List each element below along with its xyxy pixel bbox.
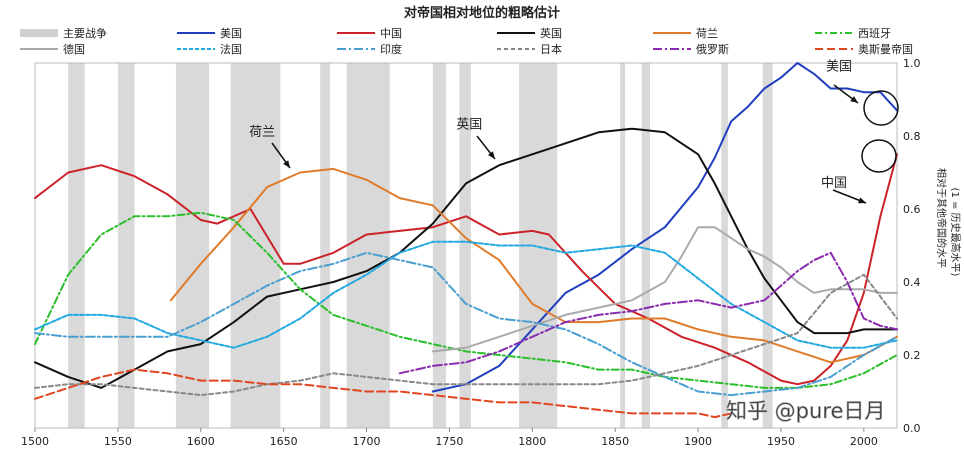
legend-label: 中国	[380, 27, 402, 40]
series-line	[34, 211, 898, 389]
y-tick-label: 0.6	[903, 203, 921, 216]
highlight-circle	[863, 90, 899, 126]
legend-label: 美国	[220, 27, 242, 40]
war-band	[432, 63, 447, 428]
plot-frame	[34, 62, 898, 429]
legend-label: 英国	[540, 26, 562, 40]
y-axis-label: 相对于其他帝国的水平	[935, 168, 948, 268]
x-tick-label: 1750	[435, 435, 463, 448]
legend-label: 俄罗斯	[696, 43, 729, 56]
x-tick-label: 1900	[684, 435, 712, 448]
war-band	[175, 63, 210, 428]
legend-swatch	[20, 29, 58, 37]
x-tick-label: 2000	[850, 435, 878, 448]
legend-label: 奥斯曼帝国	[858, 42, 913, 56]
legend-label: 法国	[220, 42, 242, 56]
x-tick-label: 1950	[767, 435, 795, 448]
legend-label: 日本	[540, 42, 562, 56]
y-tick-label: 0.0	[903, 422, 921, 435]
annotation-arrowhead	[850, 96, 858, 103]
series-line	[34, 368, 733, 419]
series-line	[169, 167, 898, 364]
highlight-circle	[861, 139, 897, 173]
legend-label: 德国	[63, 42, 85, 56]
y-axis-label-note: (1 = 历史最高水平)	[949, 188, 962, 277]
annotation-arrowhead	[488, 151, 495, 159]
x-tick-label: 1650	[270, 435, 298, 448]
x-tick-label: 1800	[518, 435, 546, 448]
annotation-label: 美国	[826, 59, 852, 74]
war-band	[620, 63, 626, 428]
legend-label: 印度	[380, 42, 402, 56]
war-band	[762, 63, 773, 428]
war-band	[459, 63, 471, 428]
annotation-label: 中国	[821, 176, 847, 191]
annotation-label: 荷兰	[249, 125, 275, 140]
war-band	[721, 63, 728, 428]
y-tick-label: 1.0	[903, 57, 921, 70]
y-tick-label: 0.8	[903, 130, 921, 143]
x-tick-label: 1850	[601, 435, 629, 448]
annotation-label: 英国	[456, 118, 482, 133]
x-tick-label: 1500	[21, 435, 49, 448]
war-band	[641, 63, 651, 428]
series-line	[431, 62, 898, 393]
series-line	[34, 127, 898, 389]
x-tick-label: 1550	[104, 435, 132, 448]
series-line	[34, 153, 898, 386]
legend-label: 西班牙	[858, 27, 891, 40]
series-line	[34, 240, 898, 349]
annotation-arrowhead	[283, 160, 290, 168]
annotation-arrowhead	[858, 197, 866, 204]
series-line	[34, 273, 898, 397]
x-tick-label: 1600	[187, 435, 215, 448]
series-line	[34, 251, 898, 397]
series-line	[398, 251, 898, 375]
war-band	[346, 63, 390, 428]
legend-label: 荷兰	[696, 27, 718, 40]
war-band	[68, 63, 85, 428]
watermark: 知乎 @pure日月	[726, 399, 885, 423]
y-tick-label: 0.2	[903, 349, 921, 362]
war-band	[320, 63, 331, 428]
x-tick-label: 1700	[353, 435, 381, 448]
chart-title: 对帝国相对地位的粗略估计	[404, 5, 560, 21]
y-tick-label: 0.4	[903, 276, 921, 289]
legend-label: 主要战争	[63, 26, 107, 40]
